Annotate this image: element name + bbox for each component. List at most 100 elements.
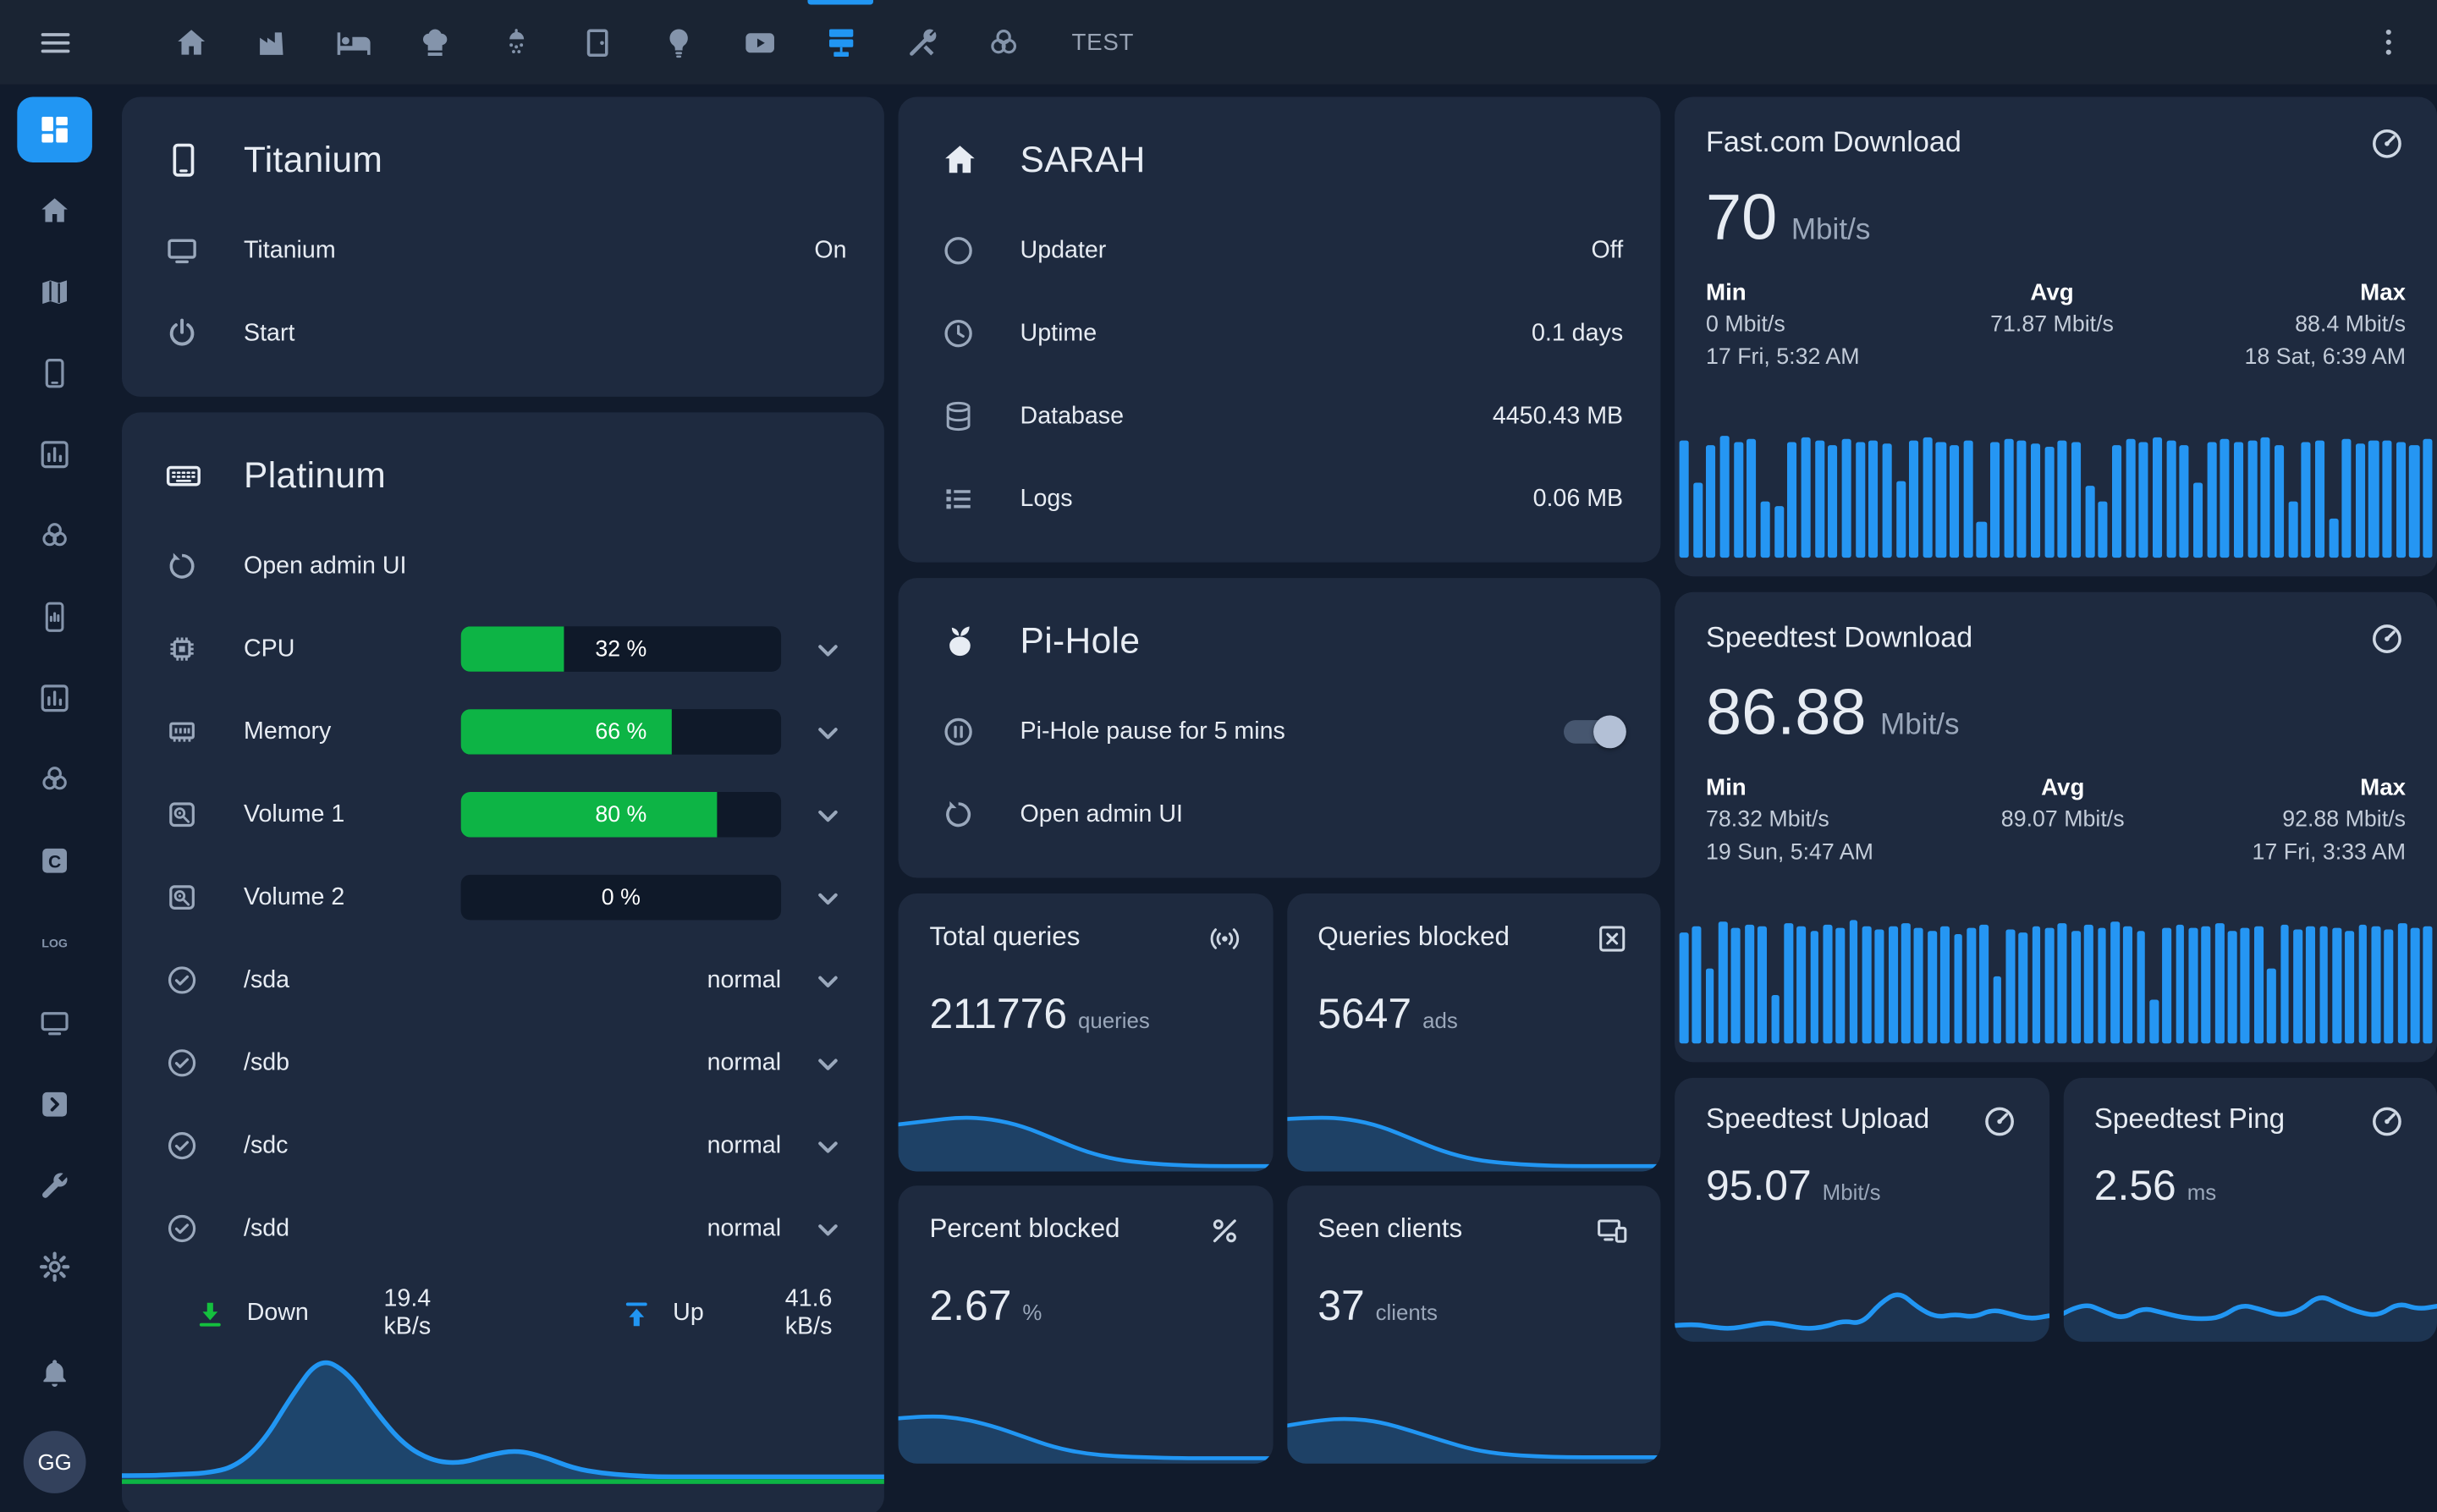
tab-bed[interactable] xyxy=(312,0,393,85)
sidebar-item-chart-box[interactable] xyxy=(17,421,92,487)
meter-row-memory[interactable]: Memory 66 % xyxy=(122,690,884,773)
disk-row-sdd[interactable]: /sdd normal xyxy=(122,1187,884,1270)
meter-row-cpu[interactable]: CPU 32 % xyxy=(122,608,884,690)
volume2-meter: 0 % xyxy=(460,874,782,921)
sidebar-item-wrench[interactable] xyxy=(17,1152,92,1218)
chevron-down-icon[interactable] xyxy=(809,961,846,998)
max-block: Max 88.4 Mbit/s 18 Sat, 6:39 AM xyxy=(2245,277,2406,375)
disk-state: normal xyxy=(707,1048,782,1076)
up-group: Up 41.6 kB/s xyxy=(619,1285,846,1341)
stat-header: Seen clients xyxy=(1318,1213,1629,1248)
tab-shower[interactable] xyxy=(475,0,556,85)
entity-label: Uptime xyxy=(1020,319,1097,346)
card-pihole: Pi-Hole Pi-Hole pause for 5 mins Open ad… xyxy=(898,578,1661,878)
speed-value-row: 86.88 Mbit/s xyxy=(1706,676,2406,750)
access-point-icon xyxy=(1207,921,1241,956)
speed-value-row: 95.07 Mbit/s xyxy=(1706,1163,2017,1211)
chevron-down-icon[interactable] xyxy=(809,796,846,833)
stat-title: Seen clients xyxy=(1318,1213,1463,1244)
keyboard-icon xyxy=(164,455,203,494)
tab-server-network[interactable] xyxy=(800,0,881,85)
sidebar-item-letter-c[interactable] xyxy=(17,827,92,893)
entity-row-updater[interactable]: Updater Off xyxy=(899,209,1661,292)
max-time: 17 Fri, 3:33 AM xyxy=(2252,840,2407,866)
biohazard-icon xyxy=(37,762,72,797)
gauge-icon xyxy=(2368,125,2406,162)
pihole-pause-toggle[interactable] xyxy=(1563,715,1626,749)
sidebar-item-dashboard[interactable] xyxy=(17,96,92,162)
sidebar-item-map[interactable] xyxy=(17,259,92,325)
tab-tools[interactable] xyxy=(881,0,962,85)
sidebar-item-log[interactable] xyxy=(17,909,92,975)
total-queries-sparkline xyxy=(898,1081,1273,1172)
sidebar-item-tablet[interactable] xyxy=(17,340,92,406)
memory-chip-icon xyxy=(164,714,200,750)
disk-row-sda[interactable]: /sda normal xyxy=(122,939,884,1022)
sidebar-item-phone-chart[interactable] xyxy=(17,584,92,650)
tab-lightbulb[interactable] xyxy=(637,0,718,85)
sidebar-item-cog[interactable] xyxy=(17,1234,92,1300)
chevron-down-icon[interactable] xyxy=(809,1044,846,1081)
entity-row-uptime[interactable]: Uptime 0.1 days xyxy=(899,292,1661,375)
disk-row-sdb[interactable]: /sdb normal xyxy=(122,1021,884,1104)
meter-fill xyxy=(460,791,718,838)
entity-row-logs[interactable]: Logs 0.06 MB xyxy=(899,458,1661,541)
check-circle-icon xyxy=(164,962,200,998)
entity-label: Start xyxy=(243,319,295,346)
entity-row-start[interactable]: Start xyxy=(122,292,884,375)
max-value: 88.4 Mbit/s xyxy=(2295,312,2407,338)
sidebar-item-biohazard[interactable] xyxy=(17,746,92,812)
tab-home[interactable] xyxy=(150,0,231,85)
dots-vertical-icon xyxy=(2371,25,2406,60)
tab-chef-hat[interactable] xyxy=(393,0,475,85)
card-title: Platinum xyxy=(243,454,387,495)
sidebar-item-home[interactable] xyxy=(17,178,92,244)
overflow-menu-button[interactable] xyxy=(2350,0,2428,85)
sidebar-item-notifications[interactable] xyxy=(17,1340,92,1406)
entity-row-pihole-admin[interactable]: Open admin UI xyxy=(899,773,1661,856)
card-fastcom-download: Fast.com Download 70 Mbit/s Min 0 Mbit/s… xyxy=(1675,96,2437,577)
disk-state: normal xyxy=(707,965,782,993)
min-label: Min xyxy=(1705,279,1747,306)
seen-clients-sparkline xyxy=(1286,1373,1661,1464)
percent-blocked-sparkline xyxy=(898,1373,1273,1464)
avatar[interactable]: GG xyxy=(23,1431,86,1493)
check-circle-icon xyxy=(164,1211,200,1246)
stat-value: 2.67 xyxy=(929,1282,1012,1330)
tab-biohazard[interactable] xyxy=(962,0,1043,85)
speed-unit: ms xyxy=(2187,1179,2217,1205)
tab-factory[interactable] xyxy=(231,0,312,85)
entity-row-open-admin[interactable]: Open admin UI xyxy=(122,525,884,608)
speedtest-bar-chart xyxy=(1679,915,2433,1044)
close-box-icon xyxy=(1595,921,1630,956)
map-icon xyxy=(37,275,72,310)
card-sarah-header: SARAH xyxy=(899,96,1661,209)
chevron-down-icon[interactable] xyxy=(809,1210,846,1247)
sidebar-item-tv[interactable] xyxy=(17,990,92,1056)
entity-row-titanium[interactable]: Titanium On xyxy=(122,209,884,292)
meter-label: Volume 2 xyxy=(243,882,345,910)
chevron-down-icon[interactable] xyxy=(809,630,846,668)
stat-header: Percent blocked xyxy=(929,1213,1241,1248)
disk-row-sdc[interactable]: /sdc normal xyxy=(122,1104,884,1187)
tab-test[interactable]: TEST xyxy=(1071,29,1135,56)
entity-state: Off xyxy=(1591,236,1624,264)
chevron-down-icon[interactable] xyxy=(809,713,846,751)
sidebar-toggle-button[interactable] xyxy=(0,0,109,85)
meter-row-volume1[interactable]: Volume 1 80 % xyxy=(122,773,884,856)
avg-block: Avg 71.87 Mbit/s xyxy=(1990,277,2114,375)
sidebar-item-arrow-box[interactable] xyxy=(17,1071,92,1137)
chevron-down-icon[interactable] xyxy=(809,1127,846,1164)
meter-row-volume2[interactable]: Volume 2 0 % xyxy=(122,856,884,939)
tab-door[interactable] xyxy=(556,0,637,85)
entity-row-pihole-pause[interactable]: Pi-Hole pause for 5 mins xyxy=(899,690,1661,773)
tab-youtube[interactable] xyxy=(718,0,800,85)
meter-value: 32 % xyxy=(595,636,647,662)
stat-value: 211776 xyxy=(929,990,1068,1037)
upload-arrow-icon xyxy=(619,1297,652,1330)
entity-row-database[interactable]: Database 4450.43 MB xyxy=(899,375,1661,458)
sidebar-item-chart-box[interactable] xyxy=(17,665,92,731)
sidebar-item-biohazard[interactable] xyxy=(17,503,92,569)
chevron-down-icon[interactable] xyxy=(809,878,846,915)
card-speedtest-ping: Speedtest Ping 2.56 ms xyxy=(2062,1077,2437,1342)
